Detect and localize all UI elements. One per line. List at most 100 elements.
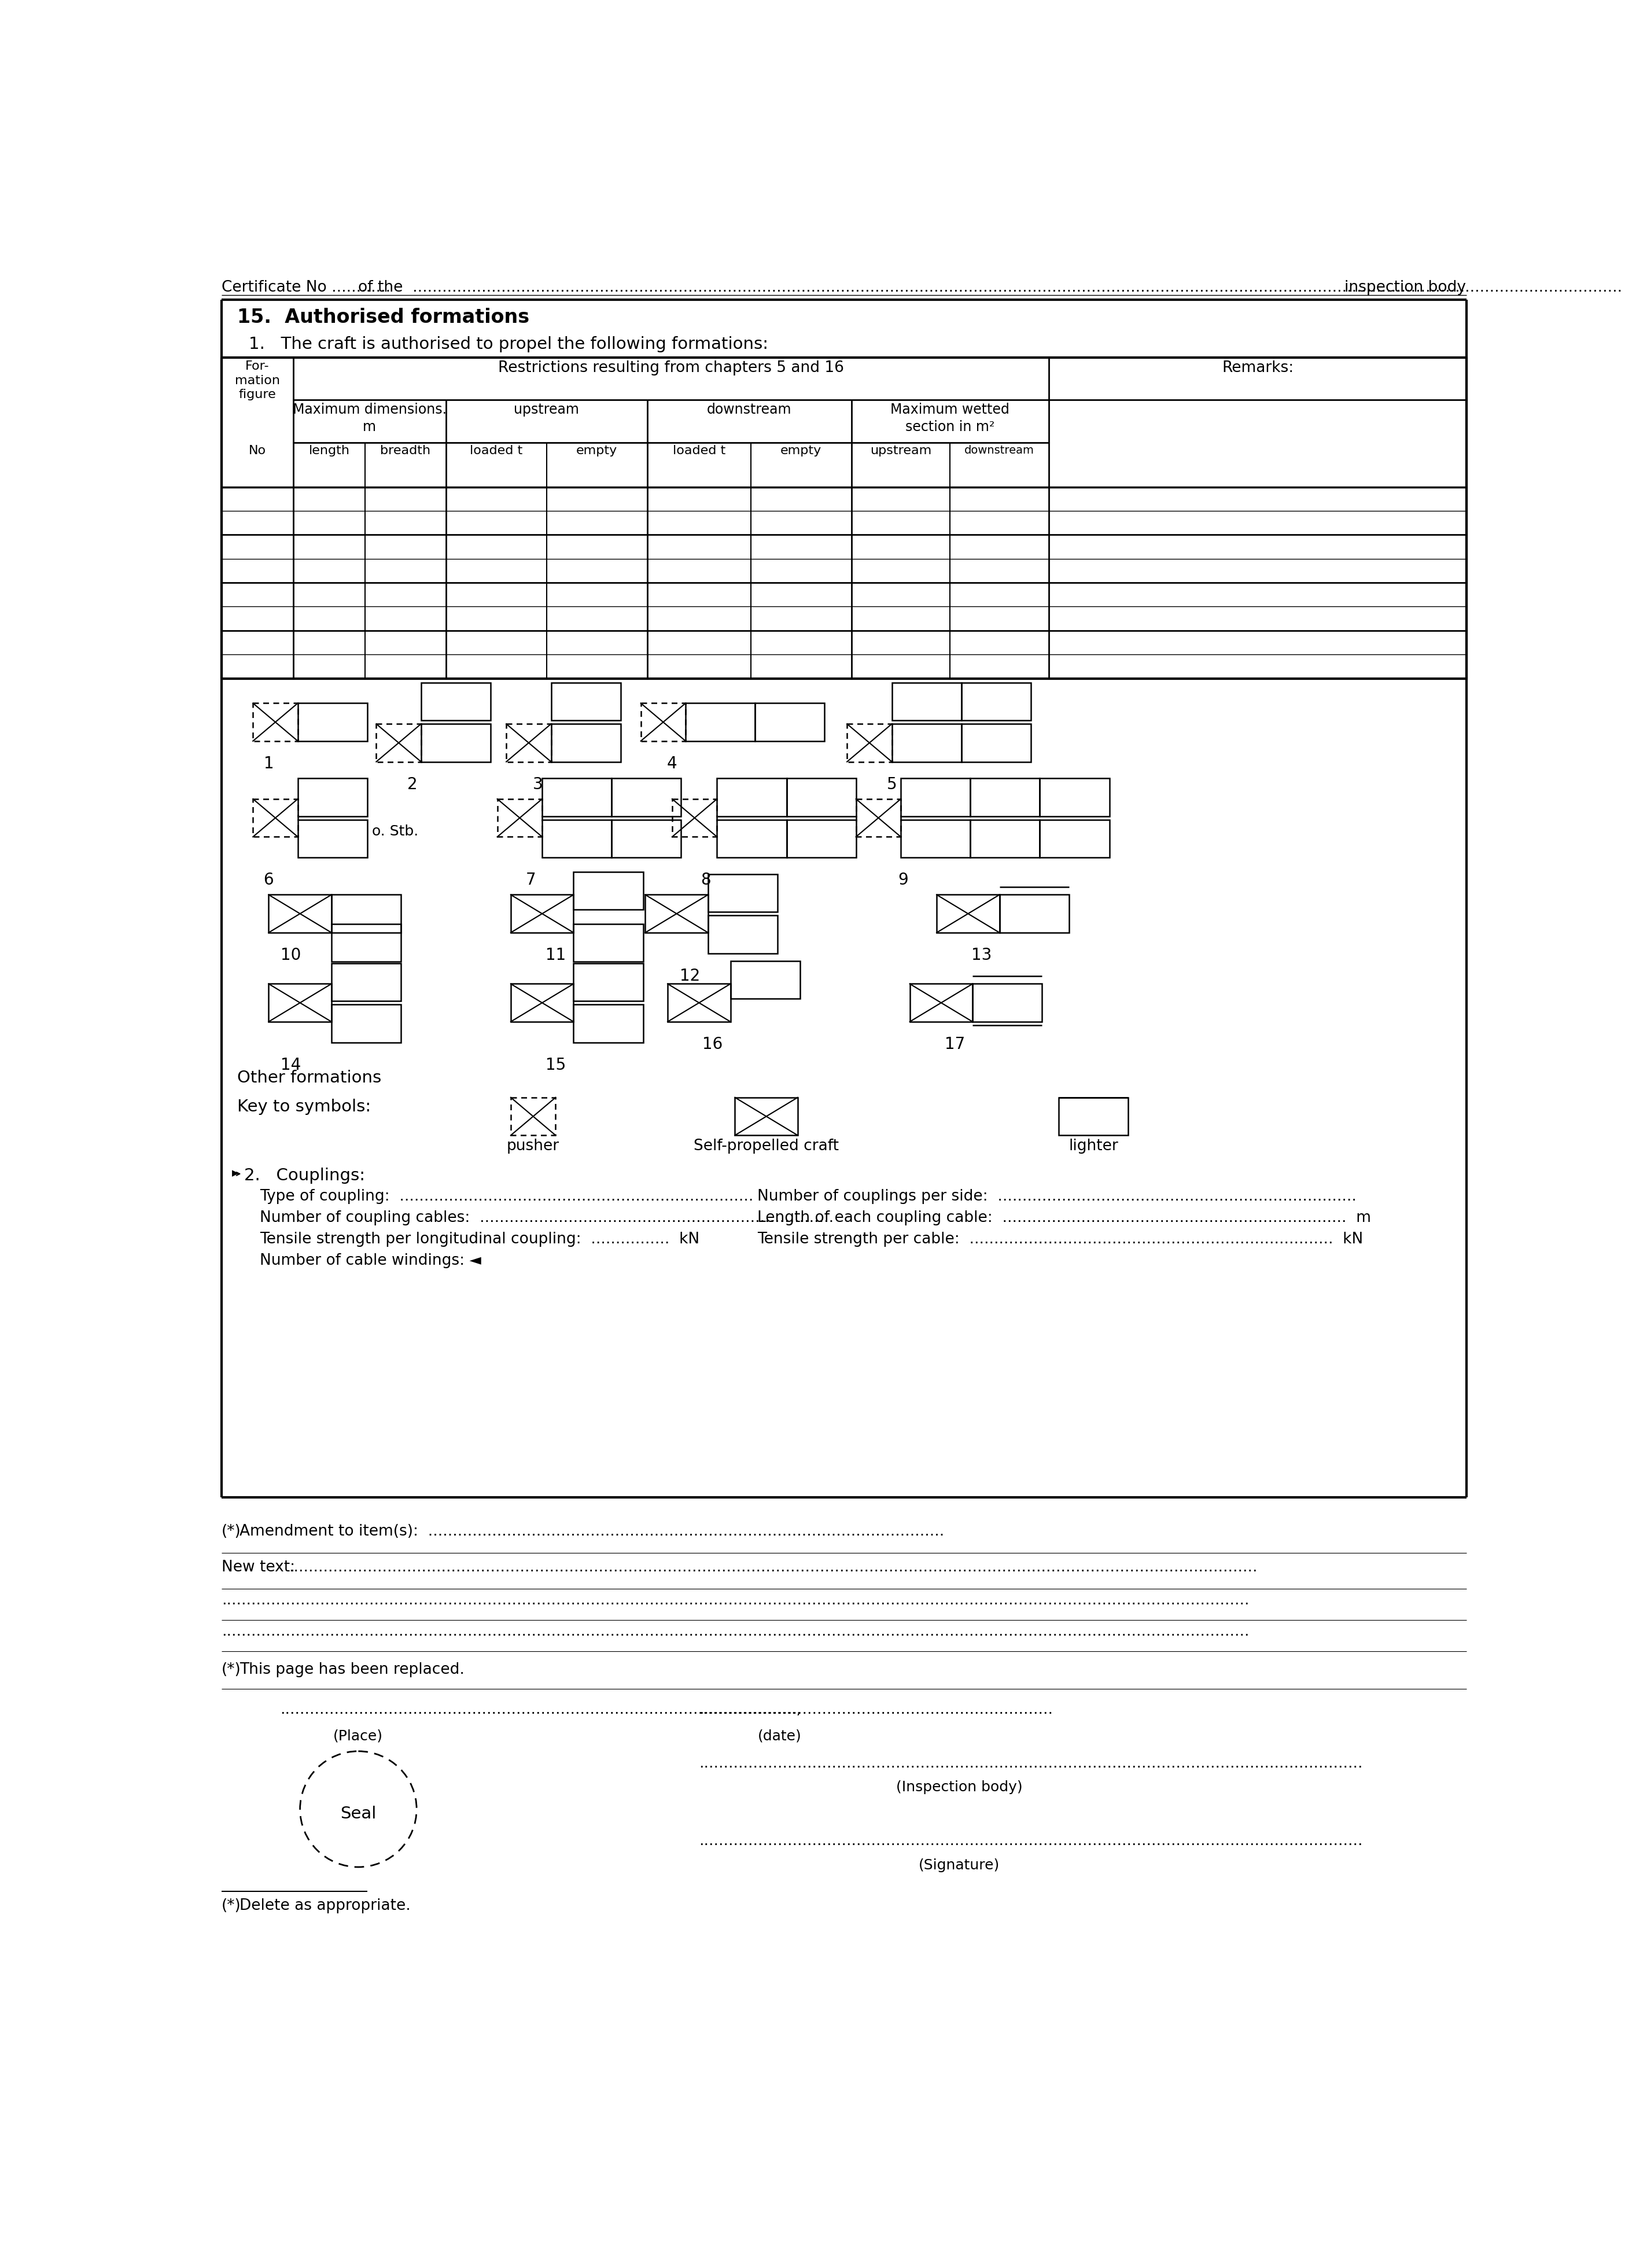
Bar xyxy=(298,703,367,742)
Bar xyxy=(268,896,331,932)
Text: ▶: ▶ xyxy=(232,1168,239,1177)
Text: empty: empty xyxy=(781,445,822,456)
Text: Amendment to item(s):  .........................................................: Amendment to item(s): ..................… xyxy=(239,1524,944,1540)
Bar xyxy=(787,778,856,816)
Bar xyxy=(901,819,970,857)
Text: (Place): (Place) xyxy=(333,1728,384,1742)
Text: Other formations: Other formations xyxy=(237,1070,382,1086)
Text: Restrictions resulting from chapters 5 and 16: Restrictions resulting from chapters 5 a… xyxy=(497,361,843,376)
Bar xyxy=(1059,1098,1128,1136)
Text: empty: empty xyxy=(576,445,618,456)
Text: 11: 11 xyxy=(545,948,567,964)
Bar xyxy=(254,798,298,837)
Bar xyxy=(856,798,901,837)
Text: Seal: Seal xyxy=(341,1805,377,1821)
Text: (*): (*) xyxy=(222,1524,240,1540)
Text: ........................................................................: ........................................… xyxy=(698,1703,1052,1717)
Text: Number of coupling cables:  ....................................................: Number of coupling cables: .............… xyxy=(260,1211,833,1225)
Text: 6: 6 xyxy=(264,871,273,889)
Text: 7: 7 xyxy=(525,871,535,889)
Text: This page has been replaced.: This page has been replaced. xyxy=(239,1662,464,1676)
Text: 9: 9 xyxy=(898,871,907,889)
Text: inspection body: inspection body xyxy=(1344,281,1466,295)
Text: downstream: downstream xyxy=(707,404,792,417)
Text: 10: 10 xyxy=(282,948,301,964)
Text: o. Stb.: o. Stb. xyxy=(372,826,418,839)
Bar xyxy=(667,984,730,1021)
Bar xyxy=(573,923,642,962)
Bar xyxy=(962,723,1031,762)
Text: length: length xyxy=(308,445,349,456)
Text: Tensile strength per cable:  ...................................................: Tensile strength per cable: ............… xyxy=(758,1232,1364,1247)
Text: Delete as appropriate.: Delete as appropriate. xyxy=(239,1898,410,1914)
Text: Tensile strength per longitudinal coupling:  ................  kN: Tensile strength per longitudinal coupli… xyxy=(260,1232,700,1247)
Text: loaded t: loaded t xyxy=(672,445,725,456)
Text: ................................................................................: ........................................… xyxy=(698,1833,1362,1848)
Text: New text:: New text: xyxy=(222,1560,295,1574)
Text: breadth: breadth xyxy=(380,445,430,456)
Text: of the  ........................................................................: of the .................................… xyxy=(359,281,1622,295)
Text: ................................................................................: ........................................… xyxy=(288,1560,1258,1574)
Text: (*): (*) xyxy=(222,1662,240,1676)
Text: (date): (date) xyxy=(758,1728,802,1742)
Text: lighter: lighter xyxy=(1069,1139,1118,1154)
Text: ................................................................................: ........................................… xyxy=(698,1755,1362,1771)
Text: Key to symbols:: Key to symbols: xyxy=(237,1098,371,1116)
Bar xyxy=(970,778,1039,816)
Text: 5: 5 xyxy=(886,776,898,792)
Bar xyxy=(497,798,542,837)
Text: Type of coupling:  .............................................................: Type of coupling: ......................… xyxy=(260,1188,753,1204)
Text: 17: 17 xyxy=(944,1036,965,1052)
Bar xyxy=(268,984,331,1021)
Bar xyxy=(646,896,708,932)
Text: For-
mation
figure: For- mation figure xyxy=(236,361,280,401)
Bar xyxy=(573,1005,642,1043)
Text: ................................................................................: ........................................… xyxy=(222,1624,1250,1640)
Text: No: No xyxy=(249,445,267,456)
Bar xyxy=(298,778,367,816)
Text: upstream: upstream xyxy=(870,445,932,456)
Bar xyxy=(422,723,491,762)
Bar xyxy=(611,778,682,816)
Bar xyxy=(542,819,611,857)
Text: (*): (*) xyxy=(222,1898,240,1914)
Text: 15: 15 xyxy=(545,1057,567,1073)
Bar xyxy=(1000,896,1069,932)
Bar xyxy=(506,723,552,762)
Text: (Signature): (Signature) xyxy=(919,1857,1000,1871)
Bar xyxy=(331,896,400,932)
Text: 13: 13 xyxy=(972,948,991,964)
Text: Number of cable windings: ◄: Number of cable windings: ◄ xyxy=(260,1254,481,1268)
Bar xyxy=(754,703,825,742)
Text: 14: 14 xyxy=(282,1057,301,1073)
Text: pusher: pusher xyxy=(507,1139,560,1154)
Bar xyxy=(552,683,621,721)
Bar xyxy=(716,778,787,816)
Bar xyxy=(716,819,787,857)
Bar xyxy=(891,723,962,762)
Bar xyxy=(611,819,682,857)
Text: downstream: downstream xyxy=(965,445,1034,456)
Text: 4: 4 xyxy=(667,755,677,771)
Text: Maximum wetted
section in m²: Maximum wetted section in m² xyxy=(891,404,1010,433)
Bar xyxy=(552,723,621,762)
Bar xyxy=(891,683,962,721)
Bar xyxy=(962,683,1031,721)
Bar xyxy=(672,798,716,837)
Text: upstream: upstream xyxy=(514,404,580,417)
Bar xyxy=(254,703,298,742)
Text: 2: 2 xyxy=(407,776,417,792)
Text: 15.  Authorised formations: 15. Authorised formations xyxy=(237,308,529,327)
Bar xyxy=(1039,819,1110,857)
Text: loaded t: loaded t xyxy=(469,445,522,456)
Text: 2.   Couplings:: 2. Couplings: xyxy=(244,1168,366,1184)
Text: Length of each coupling cable:  ................................................: Length of each coupling cable: .........… xyxy=(758,1211,1370,1225)
Bar xyxy=(1039,778,1110,816)
Bar xyxy=(901,778,970,816)
Bar xyxy=(735,1098,797,1136)
Text: (Inspection body): (Inspection body) xyxy=(896,1780,1023,1794)
Bar xyxy=(573,964,642,1000)
Bar xyxy=(909,984,972,1021)
Bar xyxy=(972,984,1043,1021)
Bar xyxy=(573,871,642,909)
